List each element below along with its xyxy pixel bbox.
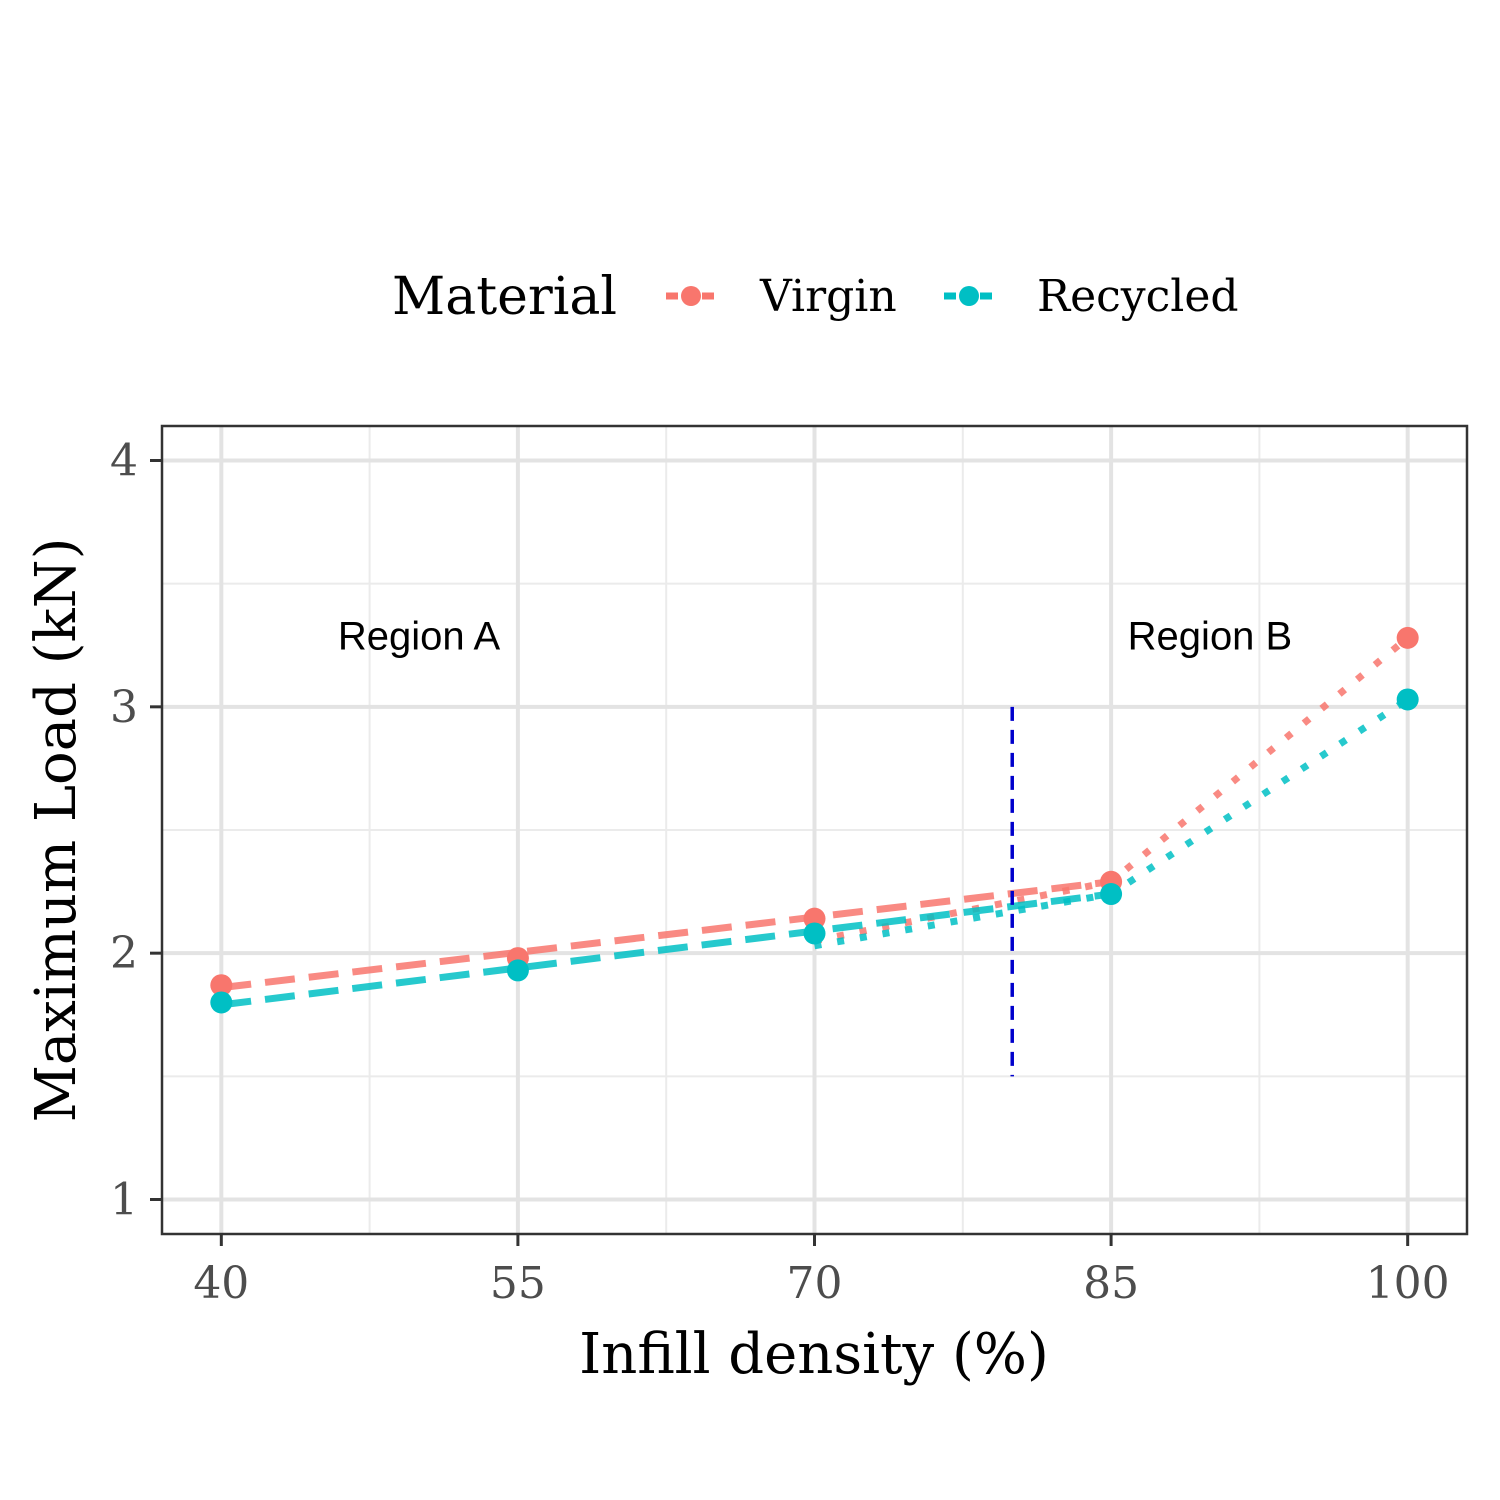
x-axis: 40 55 70 85 100 (193, 1234, 1450, 1309)
y-axis: 1 2 3 4 (110, 435, 162, 1226)
annotation-region: Region A (338, 614, 501, 658)
point-recycled (1396, 688, 1419, 711)
legend-label-virgin: Virgin (759, 271, 897, 322)
y-tick-label: 3 (110, 682, 138, 733)
legend: Material Virgin Recycled (392, 267, 1239, 327)
y-axis-title: Maximum Load (kN) (24, 538, 89, 1123)
y-tick-label: 1 (110, 1175, 138, 1226)
data-points (210, 626, 1419, 1014)
point-virgin (210, 974, 233, 997)
point-recycled (506, 959, 529, 982)
grid (162, 426, 1467, 1234)
x-tick-label: 55 (490, 1258, 546, 1309)
annotation-region: Region B (1128, 614, 1293, 658)
y-tick-label: 2 (110, 928, 138, 979)
fit-line-region-a-virgin (220, 878, 1112, 992)
annotations: Region A Region B (338, 614, 1292, 658)
point-recycled (210, 991, 233, 1014)
point-recycled (803, 922, 826, 945)
legend-label-recycled: Recycled (1037, 271, 1239, 322)
point-recycled (1100, 883, 1123, 906)
x-tick-label: 70 (787, 1258, 843, 1309)
legend-key-virgin (666, 286, 716, 306)
x-tick-label: 100 (1366, 1258, 1450, 1309)
legend-key-recycled (944, 286, 994, 306)
x-tick-label: 40 (193, 1258, 249, 1309)
plot-panel: Region A Region B (160, 424, 1469, 1236)
y-tick-label: 4 (110, 435, 138, 486)
x-axis-title: Infill density (%) (579, 1322, 1049, 1387)
point-virgin (1396, 626, 1419, 649)
x-tick-label: 85 (1083, 1258, 1139, 1309)
fit-line-region-a-recycled (220, 890, 1112, 1009)
legend-title: Material (392, 267, 617, 327)
